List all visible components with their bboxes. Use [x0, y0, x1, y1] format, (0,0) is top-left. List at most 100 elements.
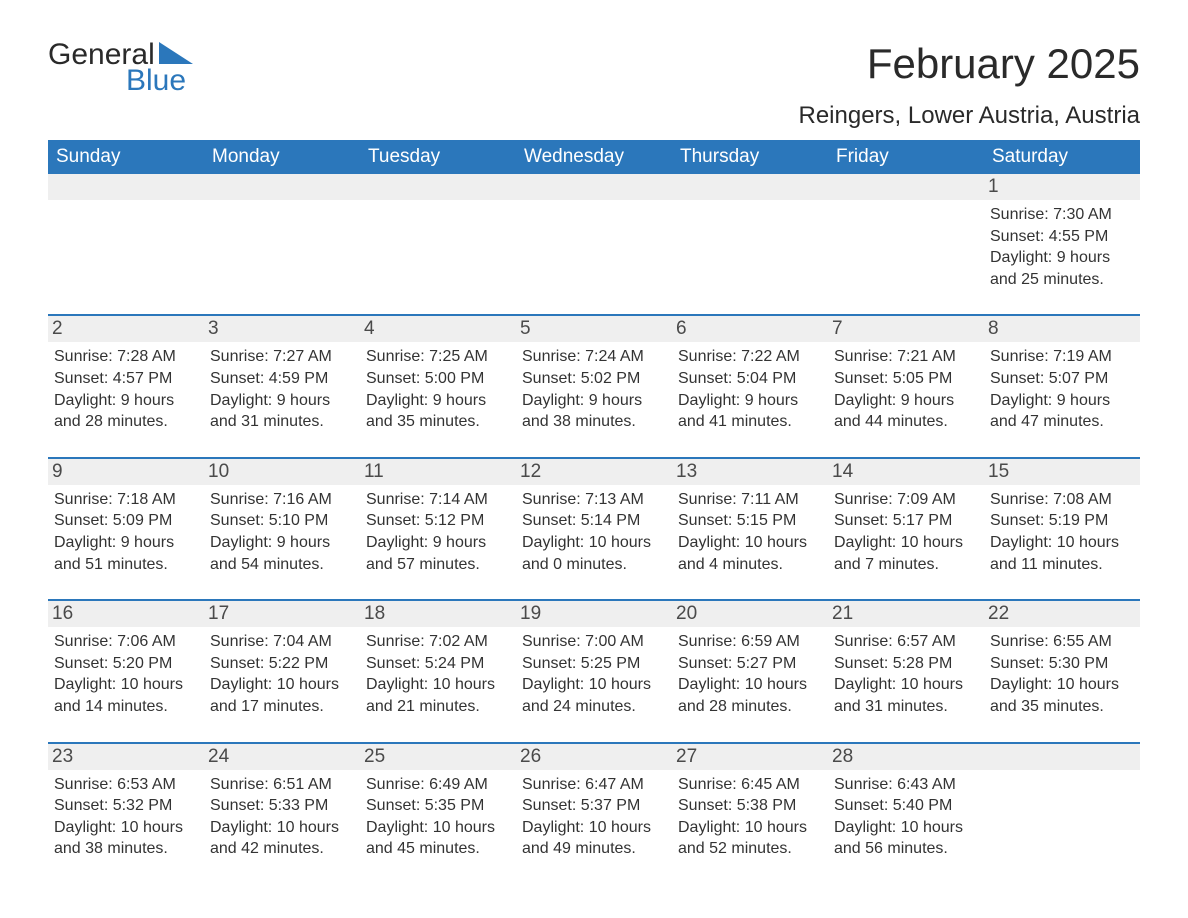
calendar-day-cell: 1Sunrise: 7:30 AMSunset: 4:55 PMDaylight… — [984, 174, 1140, 300]
day-info: Sunrise: 7:02 AMSunset: 5:24 PMDaylight:… — [366, 631, 510, 717]
sunrise-text: Sunrise: 7:08 AM — [990, 489, 1134, 511]
day-number: 14 — [828, 459, 984, 485]
day-number: 28 — [828, 744, 984, 770]
day-info: Sunrise: 7:19 AMSunset: 5:07 PMDaylight:… — [990, 346, 1134, 432]
sunset-text: Sunset: 5:24 PM — [366, 653, 510, 675]
day-info: Sunrise: 7:27 AMSunset: 4:59 PMDaylight:… — [210, 346, 354, 432]
sunrise-text: Sunrise: 6:45 AM — [678, 774, 822, 796]
day-number: . — [48, 174, 204, 200]
sunset-text: Sunset: 5:04 PM — [678, 368, 822, 390]
sunrise-text: Sunrise: 7:22 AM — [678, 346, 822, 368]
page-title: February 2025 — [799, 40, 1141, 88]
day-info: Sunrise: 7:25 AMSunset: 5:00 PMDaylight:… — [366, 346, 510, 432]
daylight-text: Daylight: 10 hours and 28 minutes. — [678, 674, 822, 717]
day-number: . — [516, 174, 672, 200]
sunset-text: Sunset: 5:25 PM — [522, 653, 666, 675]
sunrise-text: Sunrise: 7:27 AM — [210, 346, 354, 368]
sunrise-text: Sunrise: 7:13 AM — [522, 489, 666, 511]
calendar-day-cell: 18 Sunrise: 7:02 AMSunset: 5:24 PMDayligh… — [360, 601, 516, 727]
sunrise-text: Sunrise: 7:11 AM — [678, 489, 822, 511]
day-info: Sunrise: 7:28 AMSunset: 4:57 PMDaylight:… — [54, 346, 198, 432]
day-number: . — [204, 174, 360, 200]
calendar-day-cell: 13Sunrise: 7:11 AMSunset: 5:15 PMDayligh… — [672, 459, 828, 585]
calendar-day-cell: 19 Sunrise: 7:00 AMSunset: 5:25 PMDayligh… — [516, 601, 672, 727]
day-info: Sunrise: 6:53 AMSunset: 5:32 PMDaylight:… — [54, 774, 198, 860]
sunset-text: Sunset: 5:19 PM — [990, 510, 1134, 532]
calendar-day-cell: 6Sunrise: 7:22 AMSunset: 5:04 PMDaylight… — [672, 316, 828, 442]
sunset-text: Sunset: 5:14 PM — [522, 510, 666, 532]
daylight-text: Daylight: 9 hours and 51 minutes. — [54, 532, 198, 575]
day-info: Sunrise: 6:43 AMSunset: 5:40 PMDaylight:… — [834, 774, 978, 860]
calendar-day-cell: 8Sunrise: 7:19 AMSunset: 5:07 PMDaylight… — [984, 316, 1140, 442]
day-info: Sunrise: 7:04 AMSunset: 5:22 PMDaylight:… — [210, 631, 354, 717]
sunset-text: Sunset: 5:32 PM — [54, 795, 198, 817]
day-number: 9 — [48, 459, 204, 485]
calendar-day-cell: 23 Sunrise: 6:53 AMSunset: 5:32 PMDayligh… — [48, 744, 204, 870]
day-info: Sunrise: 6:51 AMSunset: 5:33 PMDaylight:… — [210, 774, 354, 860]
day-number: 24 — [204, 744, 360, 770]
sunrise-text: Sunrise: 7:09 AM — [834, 489, 978, 511]
daylight-text: Daylight: 9 hours and 47 minutes. — [990, 390, 1134, 433]
sunset-text: Sunset: 4:59 PM — [210, 368, 354, 390]
logo: General Blue — [48, 40, 193, 96]
day-info: Sunrise: 7:00 AMSunset: 5:25 PMDaylight:… — [522, 631, 666, 717]
calendar-day-cell: . — [204, 174, 360, 300]
daylight-text: Daylight: 9 hours and 38 minutes. — [522, 390, 666, 433]
weekday-header: Friday — [828, 140, 984, 174]
daylight-text: Daylight: 9 hours and 41 minutes. — [678, 390, 822, 433]
logo-text-2: Blue — [126, 66, 193, 96]
day-number: 2 — [48, 316, 204, 342]
calendar-week-row: 9Sunrise: 7:18 AMSunset: 5:09 PMDaylight… — [48, 457, 1140, 585]
calendar-day-cell: 28 Sunrise: 6:43 AMSunset: 5:40 PMDayligh… — [828, 744, 984, 870]
sunset-text: Sunset: 5:00 PM — [366, 368, 510, 390]
calendar-day-cell: 16Sunrise: 7:06 AMSunset: 5:20 PMDayligh… — [48, 601, 204, 727]
sunset-text: Sunset: 5:40 PM — [834, 795, 978, 817]
sunrise-text: Sunrise: 7:14 AM — [366, 489, 510, 511]
day-number: 26 — [516, 744, 672, 770]
sunrise-text: Sunrise: 6:55 AM — [990, 631, 1134, 653]
day-number: 12 — [516, 459, 672, 485]
day-number: . — [672, 174, 828, 200]
sunrise-text: Sunrise: 7:25 AM — [366, 346, 510, 368]
sunrise-text: Sunrise: 6:49 AM — [366, 774, 510, 796]
daylight-text: Daylight: 10 hours and 7 minutes. — [834, 532, 978, 575]
calendar-day-cell: 20Sunrise: 6:59 AMSunset: 5:27 PMDayligh… — [672, 601, 828, 727]
day-number: 18 — [360, 601, 516, 627]
calendar-day-cell: 17Sunrise: 7:04 AMSunset: 5:22 PMDayligh… — [204, 601, 360, 727]
weekday-header: Monday — [204, 140, 360, 174]
calendar-day-cell: . — [672, 174, 828, 300]
calendar-day-cell: . — [828, 174, 984, 300]
sunrise-text: Sunrise: 7:21 AM — [834, 346, 978, 368]
daylight-text: Daylight: 9 hours and 35 minutes. — [366, 390, 510, 433]
daylight-text: Daylight: 9 hours and 57 minutes. — [366, 532, 510, 575]
calendar-day-cell: 4Sunrise: 7:25 AMSunset: 5:00 PMDaylight… — [360, 316, 516, 442]
sunset-text: Sunset: 5:37 PM — [522, 795, 666, 817]
day-info: Sunrise: 6:45 AMSunset: 5:38 PMDaylight:… — [678, 774, 822, 860]
calendar-day-cell: . — [360, 174, 516, 300]
sunset-text: Sunset: 5:28 PM — [834, 653, 978, 675]
daylight-text: Daylight: 10 hours and 21 minutes. — [366, 674, 510, 717]
day-info: Sunrise: 7:30 AMSunset: 4:55 PMDaylight:… — [990, 204, 1134, 290]
day-number: 23 — [48, 744, 204, 770]
sunset-text: Sunset: 5:22 PM — [210, 653, 354, 675]
daylight-text: Daylight: 10 hours and 31 minutes. — [834, 674, 978, 717]
sunset-text: Sunset: 5:12 PM — [366, 510, 510, 532]
sunrise-text: Sunrise: 6:57 AM — [834, 631, 978, 653]
calendar-week-row: ......1Sunrise: 7:30 AMSunset: 4:55 PMDa… — [48, 174, 1140, 300]
sunset-text: Sunset: 5:07 PM — [990, 368, 1134, 390]
calendar-day-cell: 11Sunrise: 7:14 AMSunset: 5:12 PMDayligh… — [360, 459, 516, 585]
day-info: Sunrise: 7:09 AMSunset: 5:17 PMDaylight:… — [834, 489, 978, 575]
day-number: 10 — [204, 459, 360, 485]
sunset-text: Sunset: 5:35 PM — [366, 795, 510, 817]
calendar-day-cell: 14 Sunrise: 7:09 AMSunset: 5:17 PMDayligh… — [828, 459, 984, 585]
sunrise-text: Sunrise: 6:59 AM — [678, 631, 822, 653]
calendar-day-cell: . — [516, 174, 672, 300]
daylight-text: Daylight: 10 hours and 52 minutes. — [678, 817, 822, 860]
day-number: 19 — [516, 601, 672, 627]
calendar-day-cell: 26Sunrise: 6:47 AMSunset: 5:37 PMDayligh… — [516, 744, 672, 870]
title-block: February 2025 Reingers, Lower Austria, A… — [799, 40, 1141, 130]
sunset-text: Sunset: 5:17 PM — [834, 510, 978, 532]
weekday-header: Thursday — [672, 140, 828, 174]
day-number: 22 — [984, 601, 1140, 627]
weekday-header: Wednesday — [516, 140, 672, 174]
